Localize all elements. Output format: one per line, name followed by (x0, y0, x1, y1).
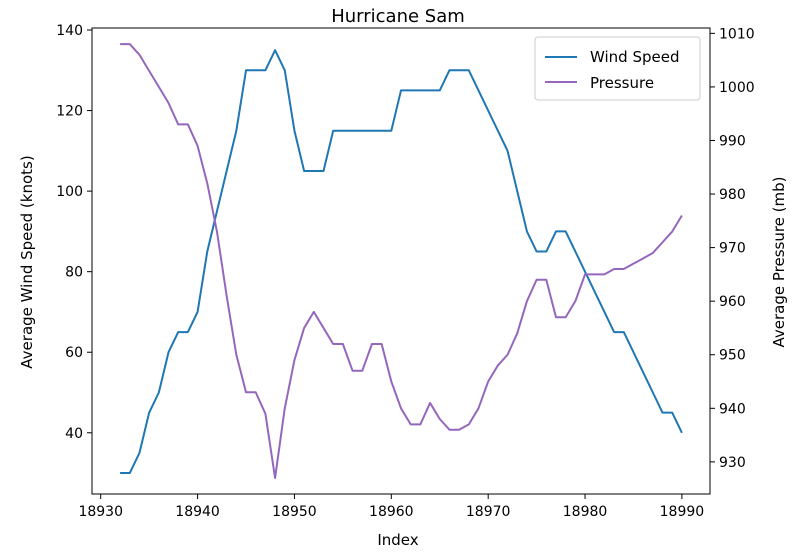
x-tick-label: 18930 (78, 504, 123, 520)
x-tick-label: 18970 (466, 504, 511, 520)
y-right-tick-label: 960 (719, 294, 746, 310)
y-right-tick-label: 970 (719, 241, 746, 257)
y-right-axis-label: Average Pressure (mb) (770, 176, 788, 347)
y-right-tick-label: 1000 (719, 80, 755, 96)
legend-label-pressure: Pressure (590, 74, 654, 92)
y-left-tick-label: 140 (56, 23, 83, 39)
y-left-tick-label: 120 (56, 104, 83, 120)
y-left-tick-label: 40 (65, 426, 83, 442)
y-right-tick-label: 940 (719, 401, 746, 417)
x-tick-label: 18960 (369, 504, 414, 520)
y-right-axis-ticks: 930 940 950 960 970 980 990 1000 1010 (710, 26, 755, 471)
legend-label-wind-speed: Wind Speed (590, 48, 680, 66)
y-left-tick-label: 80 (65, 265, 83, 281)
x-tick-label: 18940 (175, 504, 220, 520)
y-right-tick-label: 980 (719, 187, 746, 203)
x-axis-label: Index (377, 531, 418, 549)
chart-title: Hurricane Sam (331, 6, 465, 27)
y-left-tick-label: 60 (65, 345, 83, 361)
legend: Wind Speed Pressure (534, 36, 701, 101)
y-right-tick-label: 1010 (719, 26, 755, 42)
plot-frame (91, 27, 711, 495)
x-tick-label: 18990 (660, 504, 705, 520)
x-tick-label: 18950 (272, 504, 317, 520)
series-line-wind-speed (120, 49, 683, 475)
legend-box (534, 36, 701, 101)
y-right-tick-label: 930 (719, 455, 746, 471)
x-tick-label: 18980 (563, 504, 608, 520)
y-left-axis-ticks: 40 60 80 100 120 140 (56, 23, 92, 442)
y-left-tick-label: 100 (56, 184, 83, 200)
y-left-axis-label: Average Wind Speed (knots) (18, 155, 36, 368)
x-axis-ticks: 18930 18940 18950 18960 18970 18980 18990 (78, 494, 704, 520)
y-right-tick-label: 950 (719, 348, 746, 364)
series-layer (120, 43, 683, 479)
y-right-tick-label: 990 (719, 133, 746, 149)
series-line-pressure (120, 43, 683, 479)
